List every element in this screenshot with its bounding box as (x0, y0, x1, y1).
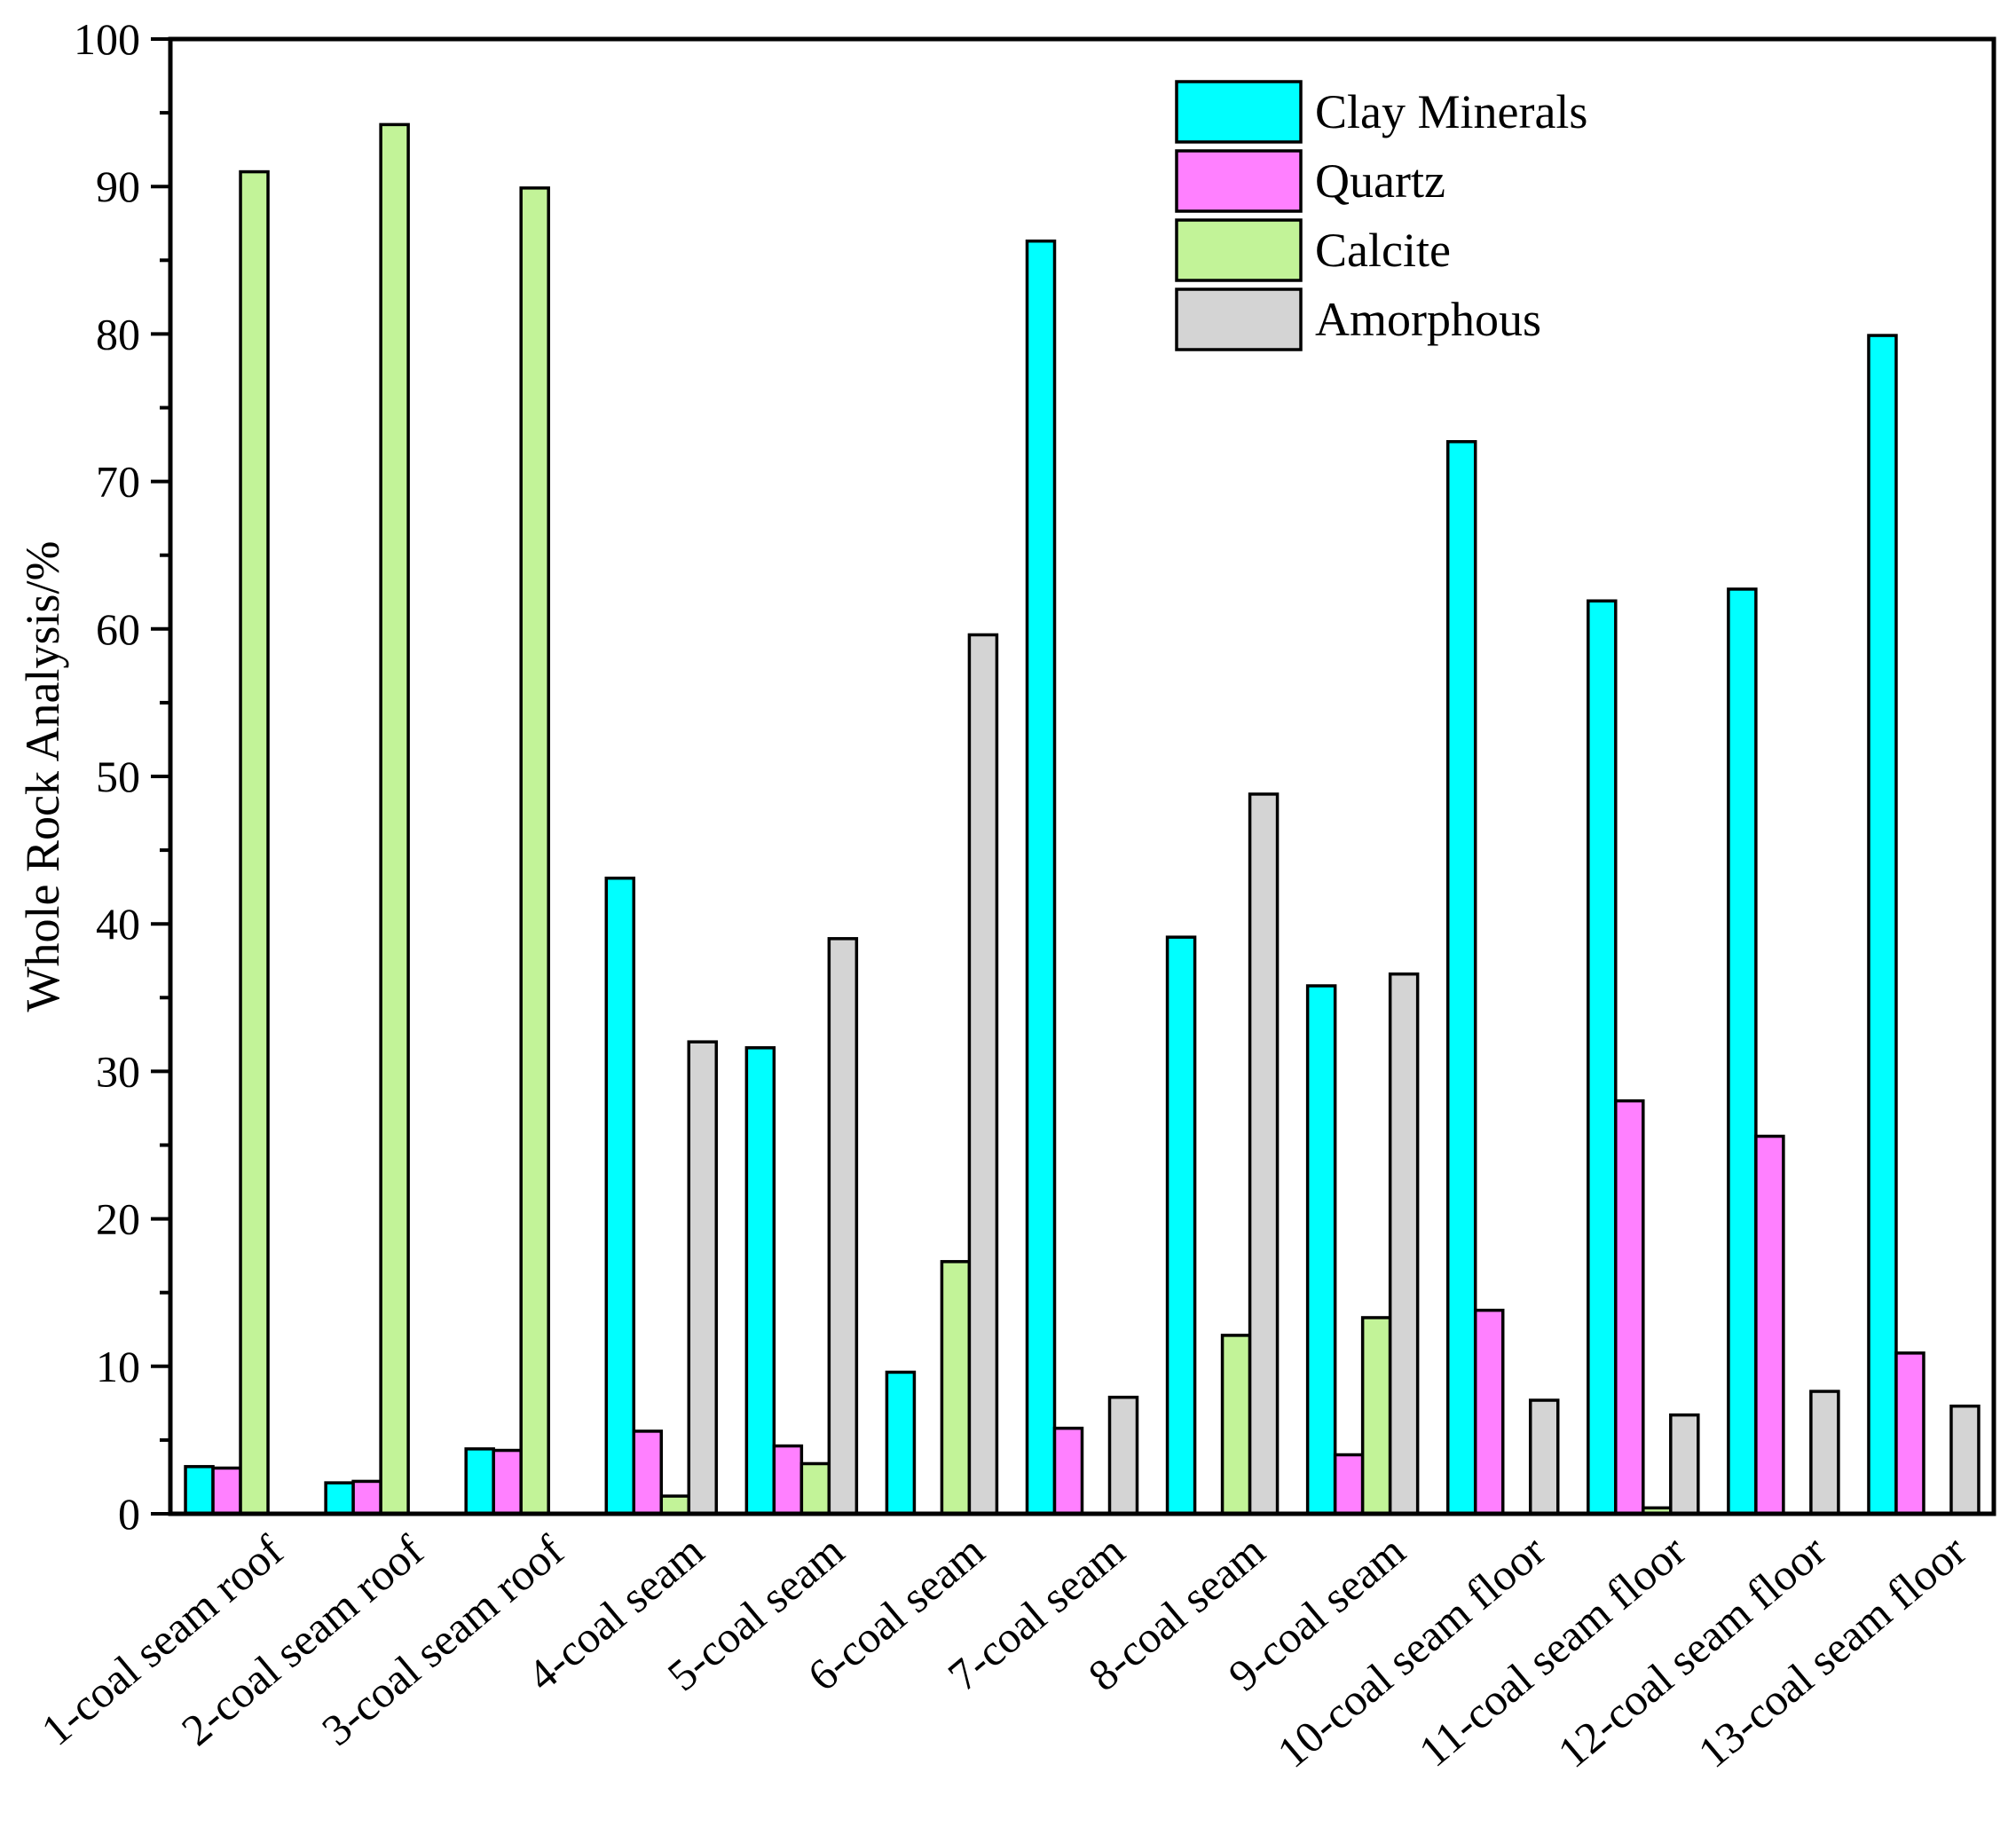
bar-calcite (1360, 1316, 1392, 1516)
bar-clay-minerals (1305, 984, 1337, 1516)
y-tick-label: 60 (96, 604, 140, 654)
bar-clay-minerals (1727, 587, 1758, 1516)
legend-label: Clay Minerals (1315, 85, 1587, 138)
bar-quartz (351, 1479, 382, 1516)
legend-swatch (1175, 218, 1303, 282)
bar-quartz (211, 1466, 242, 1516)
bar-calcite (519, 186, 550, 1516)
y-tick-label: 30 (96, 1046, 140, 1096)
bar-quartz (632, 1429, 664, 1516)
bar-clay-minerals (184, 1465, 215, 1516)
bar-quartz (1473, 1308, 1505, 1516)
bar-calcite (1220, 1334, 1252, 1516)
x-category-label: 3-coal seam roof (312, 1525, 573, 1755)
legend-label: Amorphous (1315, 293, 1541, 346)
y-tick-label: 100 (74, 14, 140, 64)
bar-clay-minerals (1445, 439, 1477, 1516)
bar-clay-minerals (464, 1447, 495, 1516)
legend-swatch (1175, 287, 1303, 351)
legend-label: Quartz (1315, 154, 1445, 208)
bar-amorphous (1809, 1390, 1840, 1516)
bar-clay-minerals (1025, 239, 1057, 1516)
y-tick-label: 40 (96, 899, 140, 949)
legend-swatch (1175, 149, 1303, 213)
bar-clay-minerals (1867, 334, 1898, 1516)
x-category-label: 1-coal seam roof (32, 1525, 293, 1755)
bar-amorphous (1388, 972, 1420, 1516)
bar-quartz (772, 1444, 804, 1516)
bar-calcite (799, 1461, 831, 1516)
bar-calcite (239, 169, 270, 1516)
bar-quartz (1894, 1351, 1925, 1516)
bar-clay-minerals (604, 876, 636, 1516)
bar-amorphous (1248, 792, 1280, 1516)
bar-clay-minerals (885, 1370, 917, 1516)
bar-amorphous (1669, 1413, 1700, 1516)
y-tick-label: 70 (96, 457, 140, 507)
y-tick-label: 50 (96, 752, 140, 801)
bar-calcite (659, 1494, 691, 1516)
plot-area-frame (168, 36, 1996, 1516)
y-tick-label: 90 (96, 161, 140, 211)
bar-amorphous (967, 633, 999, 1516)
bar-calcite (379, 122, 410, 1516)
legend-swatch (1175, 80, 1303, 144)
bar-amorphous (1949, 1404, 1981, 1516)
bar-quartz (1614, 1099, 1645, 1516)
bar-amorphous (827, 937, 859, 1516)
bar-clay-minerals (1587, 599, 1618, 1516)
bar-calcite (940, 1260, 972, 1516)
legend-label: Calcite (1315, 224, 1451, 277)
bar-clay-minerals (744, 1046, 776, 1516)
y-tick-label: 0 (118, 1489, 140, 1539)
y-axis-title: Whole Rock Analysis/% (16, 541, 69, 1012)
bar-amorphous (1528, 1398, 1560, 1516)
bar-clay-minerals (1165, 935, 1197, 1516)
bar-quartz (1754, 1134, 1785, 1516)
x-category-label: 2-coal seam roof (172, 1525, 433, 1755)
y-tick-label: 10 (96, 1342, 140, 1391)
y-axis-ticks: 0 10 20 30 40 50 60 70 80 90 100 (74, 14, 170, 1539)
bar-quartz (1052, 1426, 1084, 1516)
bar-quartz (1333, 1453, 1365, 1516)
bar-clay-minerals (324, 1481, 355, 1516)
bar-quartz (492, 1448, 523, 1516)
legend: Clay Minerals Quartz Calcite Amorphous (1175, 80, 1587, 351)
bar-amorphous (687, 1040, 719, 1516)
y-tick-label: 80 (96, 309, 140, 358)
bar-amorphous (1107, 1395, 1139, 1516)
y-tick-label: 20 (96, 1194, 140, 1244)
bars-layer (184, 122, 1981, 1516)
